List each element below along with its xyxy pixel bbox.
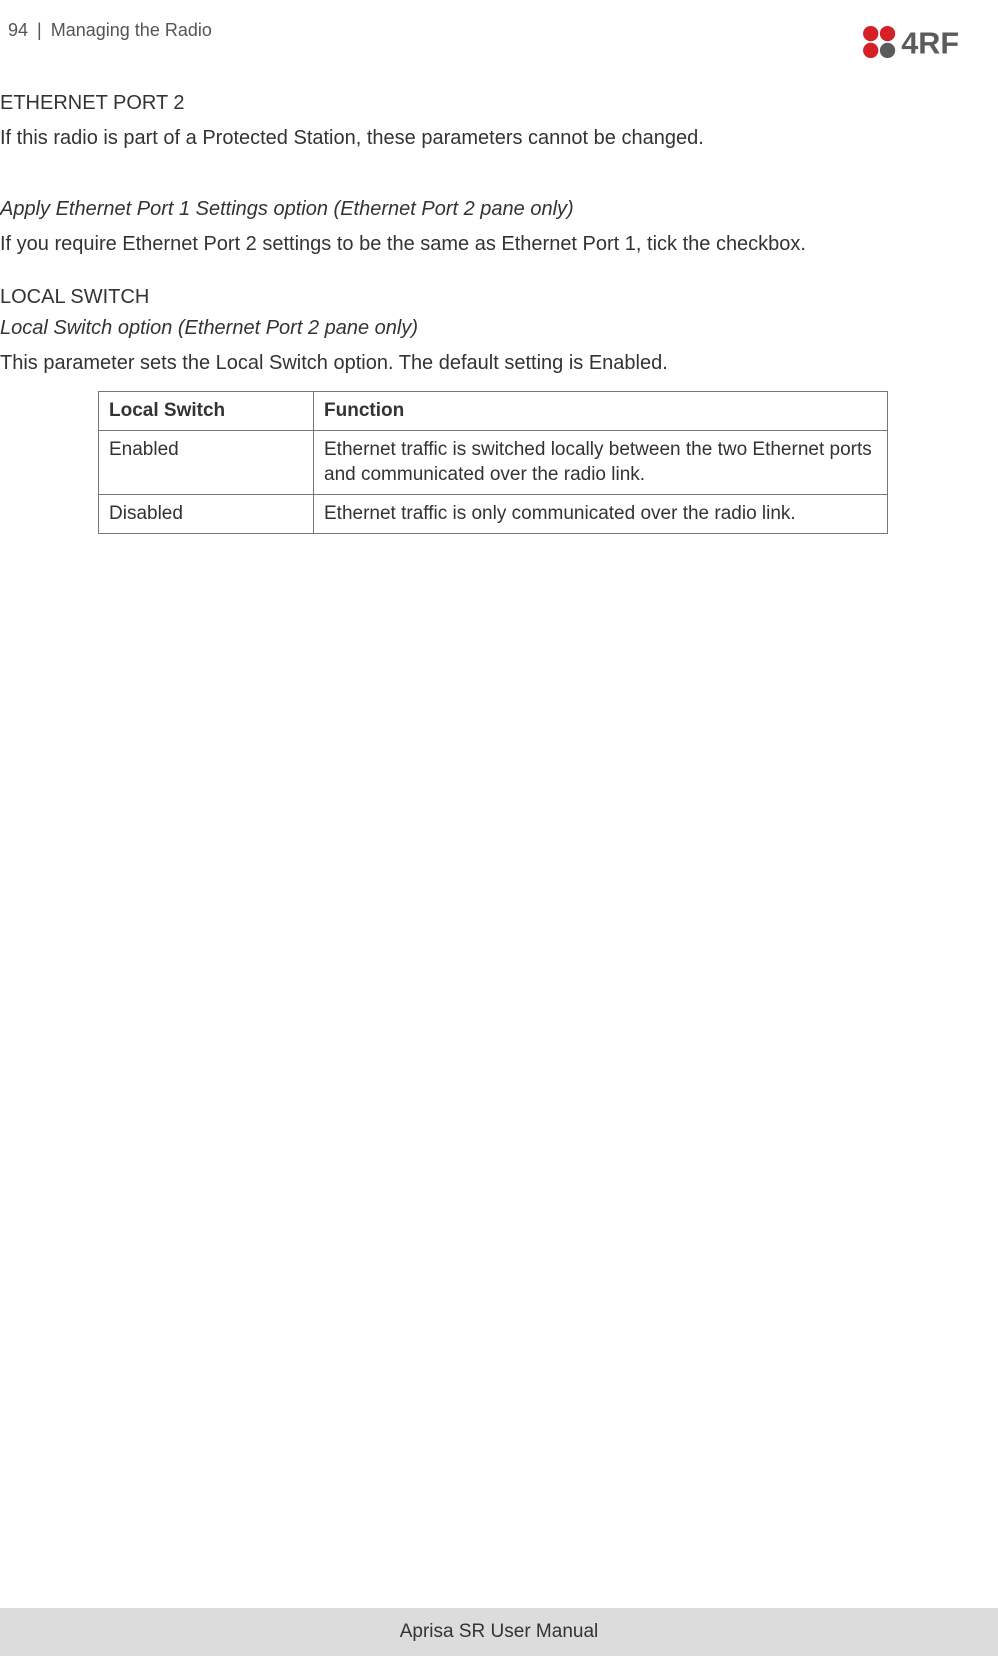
table-header-cell: Local Switch: [99, 392, 314, 431]
local-switch-table-wrapper: Local Switch Function Enabled Ethernet t…: [98, 391, 888, 534]
spacer: [0, 180, 992, 198]
footer-text: Aprisa SR User Manual: [400, 1621, 599, 1643]
chapter-title: Managing the Radio: [51, 20, 212, 40]
table-cell: Enabled: [99, 430, 314, 494]
table-header-cell: Function: [314, 392, 888, 431]
page-header: 94 | Managing the Radio 4RF: [8, 20, 990, 64]
paragraph: This parameter sets the Local Switch opt…: [0, 350, 992, 377]
section-heading-local-switch: LOCAL SWITCH: [0, 286, 992, 309]
header-left: 94 | Managing the Radio: [8, 20, 212, 41]
page-number: 94: [8, 20, 28, 40]
logo-dot: [863, 26, 878, 41]
table-header-row: Local Switch Function: [99, 392, 888, 431]
subsection-heading-apply-settings: Apply Ethernet Port 1 Settings option (E…: [0, 198, 992, 221]
header-separator: |: [37, 20, 42, 40]
table-row: Enabled Ethernet traffic is switched loc…: [99, 430, 888, 494]
page-content: ETHERNET PORT 2 If this radio is part of…: [0, 92, 998, 534]
page-footer: Aprisa SR User Manual: [0, 1608, 998, 1656]
table-cell: Disabled: [99, 494, 314, 533]
logo-text: 4RF: [901, 26, 959, 60]
paragraph: If you require Ethernet Port 2 settings …: [0, 231, 992, 258]
logo-icon: 4RF: [860, 20, 990, 64]
table-cell: Ethernet traffic is only communicated ov…: [314, 494, 888, 533]
subsection-heading-local-switch-option: Local Switch option (Ethernet Port 2 pan…: [0, 317, 992, 340]
table-row: Disabled Ethernet traffic is only commun…: [99, 494, 888, 533]
local-switch-table: Local Switch Function Enabled Ethernet t…: [98, 391, 888, 534]
logo-dot: [880, 26, 895, 41]
page: 94 | Managing the Radio 4RF ETHERNET POR…: [0, 0, 998, 1656]
brand-logo: 4RF: [860, 20, 990, 64]
logo-dot: [880, 43, 895, 58]
table-cell: Ethernet traffic is switched locally bet…: [314, 430, 888, 494]
paragraph: If this radio is part of a Protected Sta…: [0, 125, 992, 152]
logo-dot: [863, 43, 878, 58]
section-heading-ethernet-port-2: ETHERNET PORT 2: [0, 92, 992, 115]
